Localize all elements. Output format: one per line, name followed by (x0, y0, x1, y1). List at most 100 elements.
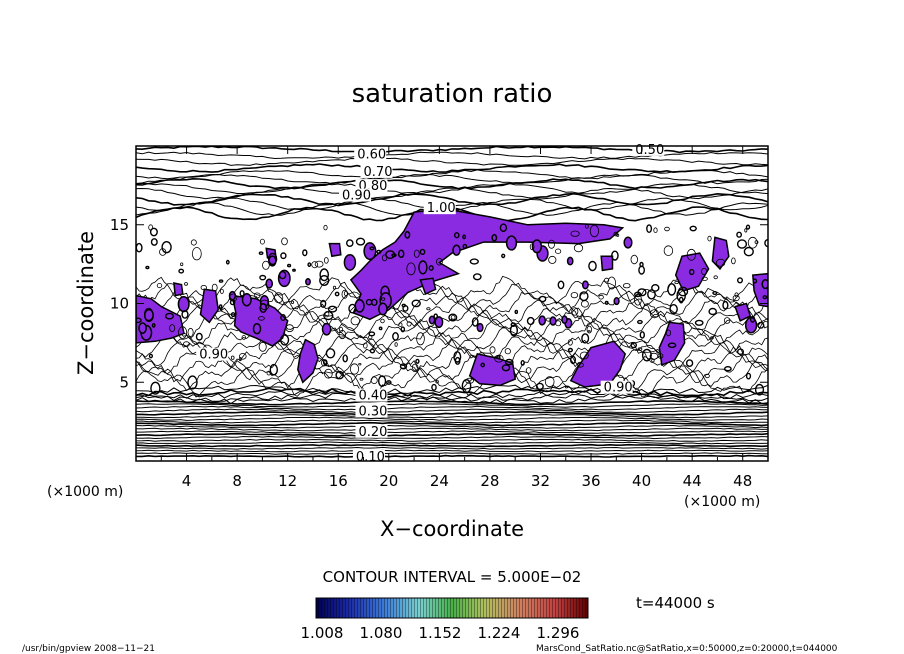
supersaturated-region (468, 353, 517, 387)
contour-cell (577, 362, 584, 368)
contour-cell (637, 319, 643, 325)
contour-label: 0.40 (358, 389, 387, 404)
supersaturated-cell (476, 322, 484, 333)
x-tick-label: 32 (531, 472, 550, 490)
contour-cell (745, 224, 751, 230)
contour-cell (715, 258, 726, 267)
contour-cell (570, 291, 579, 299)
contour-label-bg (423, 201, 456, 215)
contour-cell (342, 354, 349, 363)
contour-cell (428, 265, 434, 271)
supersaturated-cell (566, 256, 574, 266)
colorbar-tick-label: 1.008 (301, 624, 344, 642)
contour-cell (653, 227, 658, 234)
contour-cell (241, 335, 246, 340)
contour-cell (525, 367, 532, 374)
supersaturated-cell (228, 290, 237, 301)
contour-cell (319, 275, 330, 287)
contour-cell (535, 382, 544, 391)
time-label: t=44000 s (636, 594, 715, 612)
contour-cell (406, 321, 412, 327)
supersaturated-cell (505, 235, 518, 251)
contour-cell (345, 239, 354, 248)
x-tick-label: 36 (581, 472, 600, 490)
contour-cell (469, 258, 479, 265)
contour-line (136, 173, 768, 185)
contour-cell (161, 240, 172, 254)
contour-cell (280, 252, 287, 260)
contour-cell (501, 253, 506, 259)
y-tick-label: 15 (110, 216, 129, 234)
contour-cell (334, 291, 340, 297)
contour-cell (385, 380, 392, 385)
contour-cell (327, 305, 338, 313)
contour-line (136, 449, 768, 453)
supersaturated-region (419, 277, 437, 296)
contour-cell (200, 284, 207, 291)
contour-cell (190, 239, 197, 246)
contour-cell (723, 317, 731, 324)
contour-line (136, 419, 768, 424)
contour-cell (187, 327, 194, 337)
y-axis-ticks: 5 10 15 (110, 216, 768, 391)
contour-cell (280, 334, 290, 346)
contour-cell (708, 307, 718, 316)
contour-cell (225, 259, 230, 265)
contour-cell (504, 358, 514, 366)
contour-cell (218, 279, 224, 283)
contour-cell (148, 224, 154, 231)
contour-cell (462, 243, 468, 249)
contour-cell (752, 278, 758, 284)
contour-cell (586, 325, 592, 334)
contour-line (136, 446, 768, 450)
contour-cell (350, 316, 361, 326)
contour-line (136, 410, 768, 416)
contour-label-bg (352, 450, 385, 463)
contour-cell (323, 224, 328, 231)
contour-line (136, 387, 768, 397)
contour-cell (663, 245, 674, 257)
contour-cell (694, 319, 704, 326)
contour-label: 0.70 (364, 165, 393, 180)
contour-label-bg (360, 164, 393, 178)
supersaturated-region (173, 282, 184, 297)
contour-cell (145, 265, 150, 270)
x-left-unit-label: (×1000 m) (47, 484, 123, 500)
contour-cell (415, 358, 420, 364)
contour-cell (639, 331, 645, 339)
contour-cell (538, 295, 547, 303)
contour-cell (579, 351, 589, 360)
contour-cell (322, 359, 328, 366)
contour-cell (744, 228, 748, 233)
colorbar-tick-label: 1.152 (419, 624, 462, 642)
contour-cell (136, 242, 143, 253)
contour-cell (520, 359, 525, 366)
supersaturated-cell (397, 249, 405, 259)
contour-cell (461, 379, 472, 394)
supersaturated-cell (404, 231, 411, 239)
contour-cell (570, 230, 580, 237)
contour-cell (400, 326, 406, 333)
supersaturated-cell (265, 278, 274, 289)
contour-cell (230, 355, 235, 360)
contour-line (136, 441, 768, 445)
chart-title: saturation ratio (352, 79, 553, 109)
contour-cell (290, 300, 295, 304)
contour-cell (143, 307, 154, 321)
contour-cell (453, 232, 460, 239)
contour-label-bg (355, 404, 388, 418)
contour-cell (182, 341, 190, 347)
contour-cell (307, 262, 312, 267)
contour-cell (323, 257, 329, 264)
contour-cell (253, 292, 261, 299)
supersaturated-cell (452, 244, 461, 256)
x-right-unit-label: (×1000 m) (684, 494, 760, 510)
contour-line (136, 452, 768, 455)
contour-cell (571, 307, 579, 316)
contour-cell (148, 353, 153, 359)
contour-cell (431, 383, 437, 391)
supersaturated-region (734, 302, 752, 322)
contour-cell (587, 330, 591, 333)
contour-cell (287, 263, 292, 268)
contour-cell (630, 341, 638, 349)
